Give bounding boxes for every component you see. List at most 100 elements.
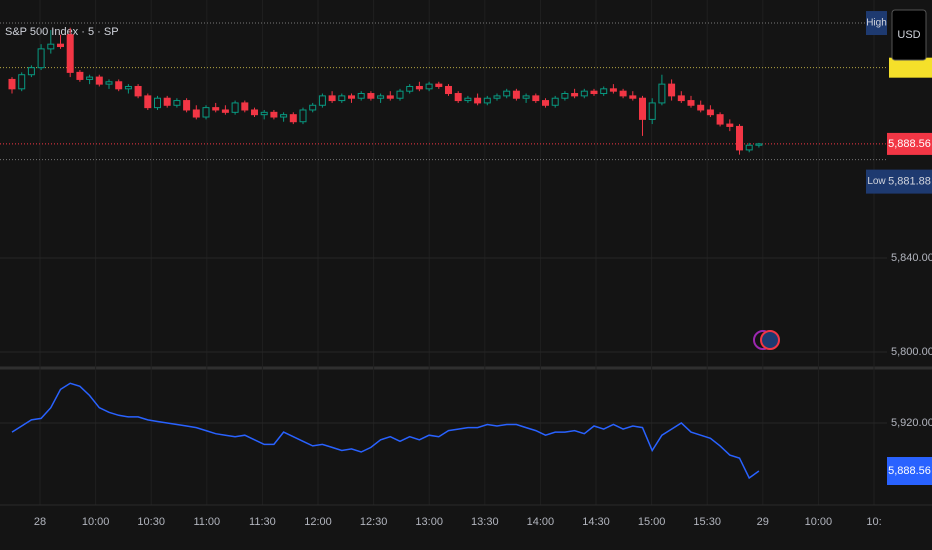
x-tick-label: 14:00 (527, 516, 555, 528)
candle-body (726, 123, 734, 127)
x-tick-label: 13:00 (415, 516, 443, 528)
x-tick-label: 13:30 (471, 516, 499, 528)
x-tick-label: 10:30 (137, 516, 165, 528)
candle-body (512, 90, 520, 99)
candle-body (357, 93, 365, 99)
last-value-label: 5,888.56 (888, 465, 931, 477)
y-tick-label: 5,840.00 (891, 252, 932, 264)
candle-body (474, 97, 482, 104)
candle-body (697, 104, 705, 111)
candle-body (493, 95, 501, 99)
candle-body (318, 95, 326, 106)
low-tag-box (866, 169, 887, 194)
candle-body (755, 143, 763, 146)
x-tick-label: 10: (866, 516, 881, 528)
y-tick-label: 5,800.00 (891, 346, 932, 358)
candle-body (260, 111, 268, 116)
candle-body (522, 95, 530, 99)
candle-body (27, 67, 35, 76)
last-price-label: 5,888.56 (888, 138, 931, 150)
candle-body (76, 71, 84, 80)
x-tick-label: 29 (757, 516, 769, 528)
indicator-line (11, 382, 760, 480)
candle-body (183, 100, 191, 111)
candle-body (18, 74, 26, 90)
candle-body (241, 102, 249, 111)
candle-body (47, 43, 55, 50)
candle-body (629, 95, 637, 99)
candle-body (192, 109, 200, 118)
candle-body (124, 85, 132, 90)
event-icons (753, 330, 780, 350)
x-tick-label: 12:30 (360, 516, 388, 528)
x-tick-label: 10:00 (805, 516, 833, 528)
x-tick-label: 15:00 (638, 516, 666, 528)
low-box (887, 169, 932, 194)
chart-title: S&P 500 Index · 5 · SP (5, 26, 119, 38)
x-tick-label: 15:30 (693, 516, 721, 528)
candle-body (338, 95, 346, 102)
candle-body (668, 83, 676, 97)
candle-body (648, 102, 656, 120)
candle-body (716, 114, 724, 125)
last-price-box (887, 132, 932, 155)
candle-body (561, 93, 569, 99)
last-value-box (887, 457, 932, 486)
x-tick-label: 10:00 (82, 516, 110, 528)
candle-body (289, 114, 297, 123)
high-tag: High (866, 18, 887, 29)
candle-body (280, 114, 288, 118)
candle-body (745, 144, 753, 151)
x-tick-label: 11:30 (249, 516, 276, 528)
x-tick-label: 12:00 (304, 516, 332, 528)
candle-body (609, 88, 617, 92)
candle-body (580, 90, 588, 97)
candle-body (532, 95, 540, 102)
candle-body (173, 100, 181, 106)
candle-body (687, 100, 695, 106)
x-tick-label: 11:00 (193, 516, 220, 528)
candle-body (386, 95, 394, 99)
candle-body (66, 34, 74, 73)
candle-body (377, 95, 385, 99)
candle-body (590, 90, 598, 95)
candle-body (57, 43, 64, 48)
candle-body (95, 76, 103, 85)
candle-body (328, 95, 336, 102)
candle-body (154, 97, 161, 109)
candle-body (600, 88, 608, 95)
event-icon (760, 330, 780, 350)
candle-body (639, 97, 646, 120)
candle-body (677, 95, 685, 102)
candle-body (212, 107, 220, 111)
currency-box (891, 9, 927, 61)
candle-body (542, 100, 549, 106)
candle-body (86, 76, 94, 80)
candle-body (736, 125, 743, 151)
candle-body (37, 48, 45, 69)
prev-close-box (889, 57, 932, 78)
low-label: 5,881.88 (888, 176, 931, 188)
candle-body (115, 81, 123, 90)
y2-tick-label: 5,920.00 (891, 417, 932, 429)
candle-body (231, 102, 239, 113)
candle-body (445, 85, 452, 95)
candle-body (464, 97, 472, 102)
candle-body (163, 97, 171, 106)
candle-body (406, 85, 414, 92)
candle-body (202, 107, 210, 118)
candle-body (299, 109, 307, 123)
x-tick-label: 14:30 (582, 516, 610, 528)
candle-body (619, 90, 627, 97)
candle-body (706, 109, 714, 116)
low-tag: Low (867, 176, 886, 187)
candle-body (483, 97, 491, 104)
candle-body (435, 83, 443, 87)
high-tag-box (866, 11, 887, 36)
candle-body (348, 95, 355, 99)
candle-body (396, 90, 404, 99)
candle-body (134, 85, 142, 97)
